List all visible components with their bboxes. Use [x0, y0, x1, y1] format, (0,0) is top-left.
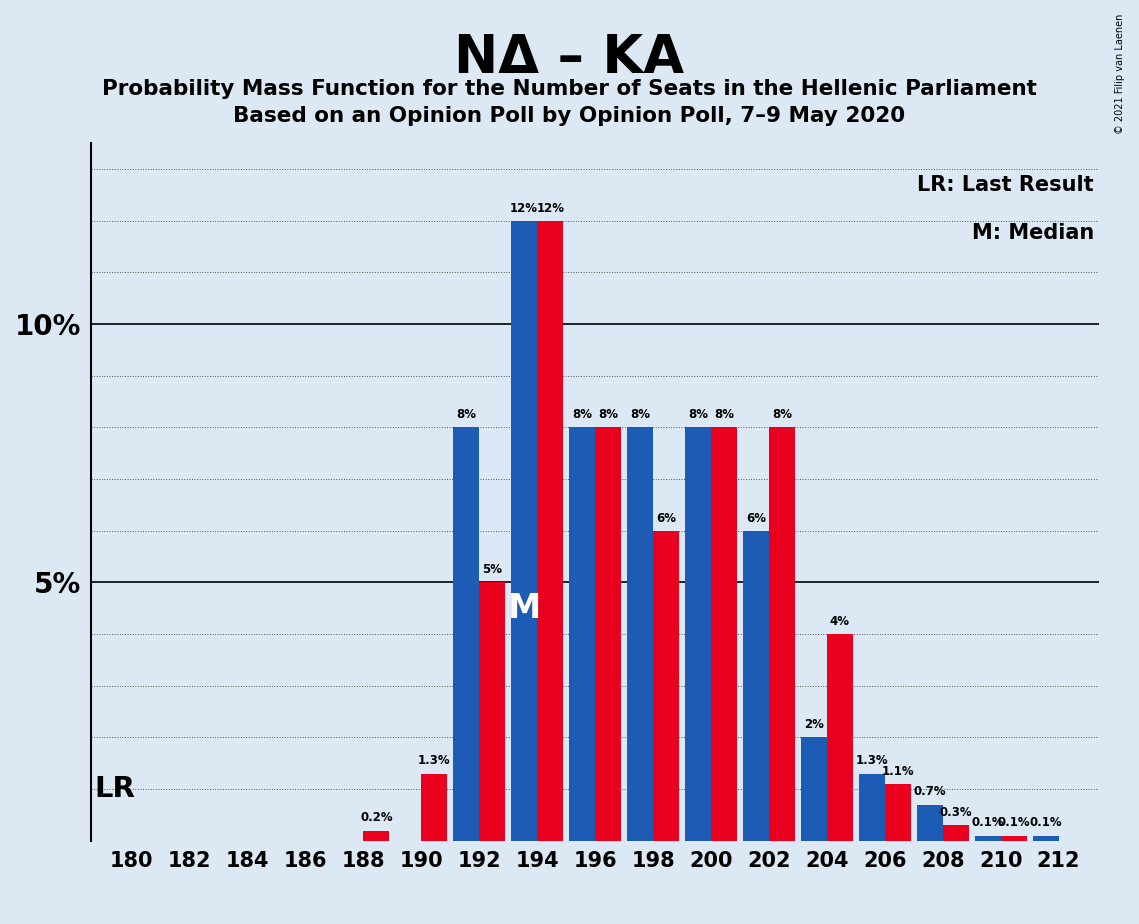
Text: 8%: 8% [598, 408, 618, 421]
Bar [885, 784, 911, 841]
Text: 8%: 8% [714, 408, 734, 421]
Bar [1033, 835, 1058, 841]
Bar [743, 530, 769, 841]
Text: 1.3%: 1.3% [855, 755, 888, 768]
Text: 6%: 6% [746, 512, 765, 525]
Text: 12%: 12% [536, 201, 564, 214]
Bar [421, 773, 448, 841]
Text: NΔ – KA: NΔ – KA [454, 32, 685, 84]
Text: 1.1%: 1.1% [882, 765, 915, 778]
Bar [827, 634, 853, 841]
Bar [685, 428, 711, 841]
Bar [653, 530, 679, 841]
Text: M: M [508, 591, 541, 625]
Text: 5%: 5% [482, 564, 502, 577]
Text: 4%: 4% [830, 615, 850, 628]
Bar [801, 737, 827, 841]
Bar [596, 428, 621, 841]
Text: © 2021 Filip van Laenen: © 2021 Filip van Laenen [1115, 14, 1125, 134]
Bar [570, 428, 596, 841]
Text: Probability Mass Function for the Number of Seats in the Hellenic Parliament: Probability Mass Function for the Number… [103, 79, 1036, 99]
Bar [538, 221, 564, 841]
Text: LR: LR [95, 775, 134, 803]
Bar [917, 805, 943, 841]
Bar [859, 773, 885, 841]
Bar [943, 825, 969, 841]
Bar [769, 428, 795, 841]
Text: 8%: 8% [772, 408, 792, 421]
Text: 0.7%: 0.7% [913, 785, 947, 798]
Text: Based on an Opinion Poll by Opinion Poll, 7–9 May 2020: Based on an Opinion Poll by Opinion Poll… [233, 106, 906, 127]
Bar [711, 428, 737, 841]
Text: 6%: 6% [656, 512, 677, 525]
Bar [1001, 835, 1026, 841]
Text: LR: Last Result: LR: Last Result [918, 175, 1095, 195]
Text: 0.1%: 0.1% [972, 817, 1003, 830]
Bar [975, 835, 1001, 841]
Text: 8%: 8% [630, 408, 650, 421]
Text: 8%: 8% [457, 408, 476, 421]
Text: 8%: 8% [688, 408, 708, 421]
Text: 2%: 2% [804, 718, 823, 731]
Bar [363, 831, 390, 841]
Text: 0.2%: 0.2% [360, 811, 393, 824]
Bar [626, 428, 653, 841]
Text: 0.1%: 0.1% [1030, 817, 1062, 830]
Bar [480, 582, 506, 841]
Text: 8%: 8% [572, 408, 592, 421]
Text: 12%: 12% [510, 201, 538, 214]
Text: M: Median: M: Median [972, 224, 1095, 243]
Text: 0.3%: 0.3% [940, 806, 972, 820]
Text: 0.1%: 0.1% [998, 817, 1030, 830]
Bar [453, 428, 480, 841]
Text: 1.3%: 1.3% [418, 755, 451, 768]
Bar [511, 221, 538, 841]
